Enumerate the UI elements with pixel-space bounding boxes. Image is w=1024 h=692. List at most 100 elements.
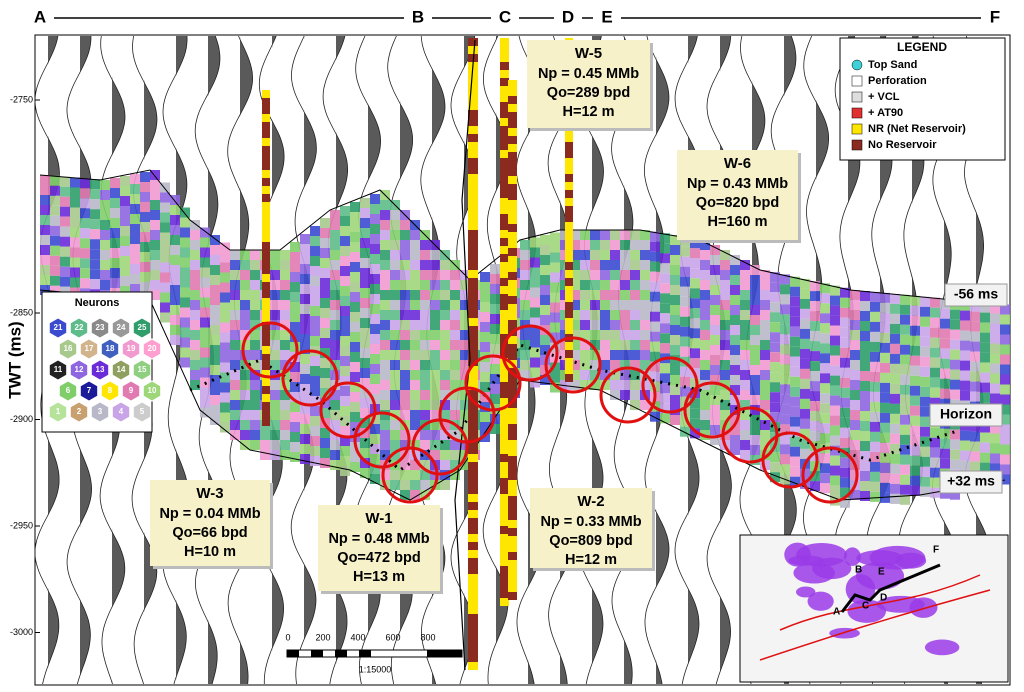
well-log <box>500 518 509 526</box>
facies-cell <box>930 327 940 338</box>
facies-cell <box>960 450 970 461</box>
facies-cell <box>390 420 400 430</box>
facies-cell <box>740 410 750 420</box>
neuron-label: 17 <box>85 344 94 353</box>
map-label: D <box>880 593 887 604</box>
facies-cell <box>100 260 110 270</box>
map-blob <box>856 550 904 567</box>
facies-cell <box>570 320 580 330</box>
facies-cell <box>720 290 730 300</box>
facies-cell <box>420 300 430 310</box>
facies-cell <box>980 432 990 443</box>
facies-cell <box>150 290 160 300</box>
map-label: A <box>833 607 840 618</box>
facies-cell <box>360 288 370 298</box>
facies-cell <box>760 390 770 400</box>
facies-cell <box>180 237 190 248</box>
facies-cell <box>390 390 400 400</box>
facies-cell <box>380 230 390 240</box>
facies-cell <box>620 340 630 350</box>
neurons-title: Neurons <box>75 297 120 309</box>
facies-cell <box>580 280 590 290</box>
facies-cell <box>670 325 680 335</box>
facies-cell <box>230 380 240 390</box>
neuron-hex <box>132 317 152 339</box>
facies-cell <box>330 280 340 290</box>
facies-cell <box>190 340 200 350</box>
horizon <box>189 343 961 472</box>
well-log <box>500 534 509 542</box>
facies-cell <box>290 382 300 392</box>
facies-cell <box>410 250 420 260</box>
facies-cell <box>640 350 650 360</box>
facies-cell <box>760 360 770 370</box>
facies-cell <box>370 454 380 464</box>
facies-cell <box>570 230 580 240</box>
facies-cell <box>630 350 640 360</box>
facies-cell <box>250 250 260 260</box>
facies-cell <box>680 326 690 337</box>
facies-cell <box>450 470 460 480</box>
facies-cell <box>380 220 390 230</box>
facies-cell <box>350 232 360 242</box>
well-log <box>500 390 509 398</box>
facies-cell <box>620 310 630 320</box>
facies-cell <box>830 315 840 326</box>
facies-cell <box>960 390 970 401</box>
facies-cell <box>1000 314 1010 325</box>
well-log <box>500 582 509 590</box>
facies-cell <box>310 246 320 256</box>
facies-cell <box>150 250 160 260</box>
neuron-label: 5 <box>140 407 145 416</box>
facies-cell <box>770 342 780 353</box>
facies-cell <box>800 358 810 369</box>
well-log <box>508 488 517 496</box>
scale-tick: 800 <box>420 632 435 642</box>
facies-cell <box>240 310 250 320</box>
facies-cell <box>990 333 1000 344</box>
well-log <box>500 526 509 534</box>
neuron-label: 11 <box>54 365 63 374</box>
facies-cell <box>70 177 80 188</box>
facies-cell <box>660 403 670 414</box>
facies-cell <box>630 330 640 340</box>
well-log <box>262 330 270 338</box>
well-log <box>468 374 478 382</box>
facies-cell <box>330 370 340 380</box>
facies-cell <box>130 194 140 204</box>
well-log <box>468 46 478 54</box>
facies-cell <box>950 309 960 320</box>
facies-cell <box>440 400 450 410</box>
well-log <box>262 194 270 202</box>
facies-cell <box>230 420 240 430</box>
facies-cell <box>830 405 840 416</box>
map-blob <box>796 586 816 598</box>
facies-cell <box>370 214 380 224</box>
well-log <box>565 158 573 166</box>
facies-cell <box>990 463 1000 474</box>
facies-cell <box>960 350 970 361</box>
facies-cell <box>610 360 620 370</box>
facies-cell <box>100 180 110 190</box>
facies-cell <box>850 380 860 390</box>
facies-cell <box>720 330 730 340</box>
facies-cell <box>580 250 590 260</box>
facies-cell <box>120 186 130 196</box>
facies-cell <box>80 268 90 279</box>
well-log <box>262 338 270 346</box>
facies-cell <box>310 416 320 426</box>
well-log <box>500 38 509 46</box>
facies-cell <box>460 310 470 320</box>
facies-cell <box>220 352 230 363</box>
facies-cell <box>730 305 740 315</box>
facies-cell <box>280 340 290 350</box>
facies-cell <box>670 235 680 245</box>
facies-cell <box>490 264 500 274</box>
facies-cell <box>390 380 400 390</box>
facies-cell <box>120 256 130 266</box>
facies-cell <box>740 360 750 370</box>
well-log <box>468 118 478 126</box>
neuron-hex <box>111 359 131 381</box>
facies-cell <box>300 424 310 434</box>
facies-cell <box>900 334 910 345</box>
